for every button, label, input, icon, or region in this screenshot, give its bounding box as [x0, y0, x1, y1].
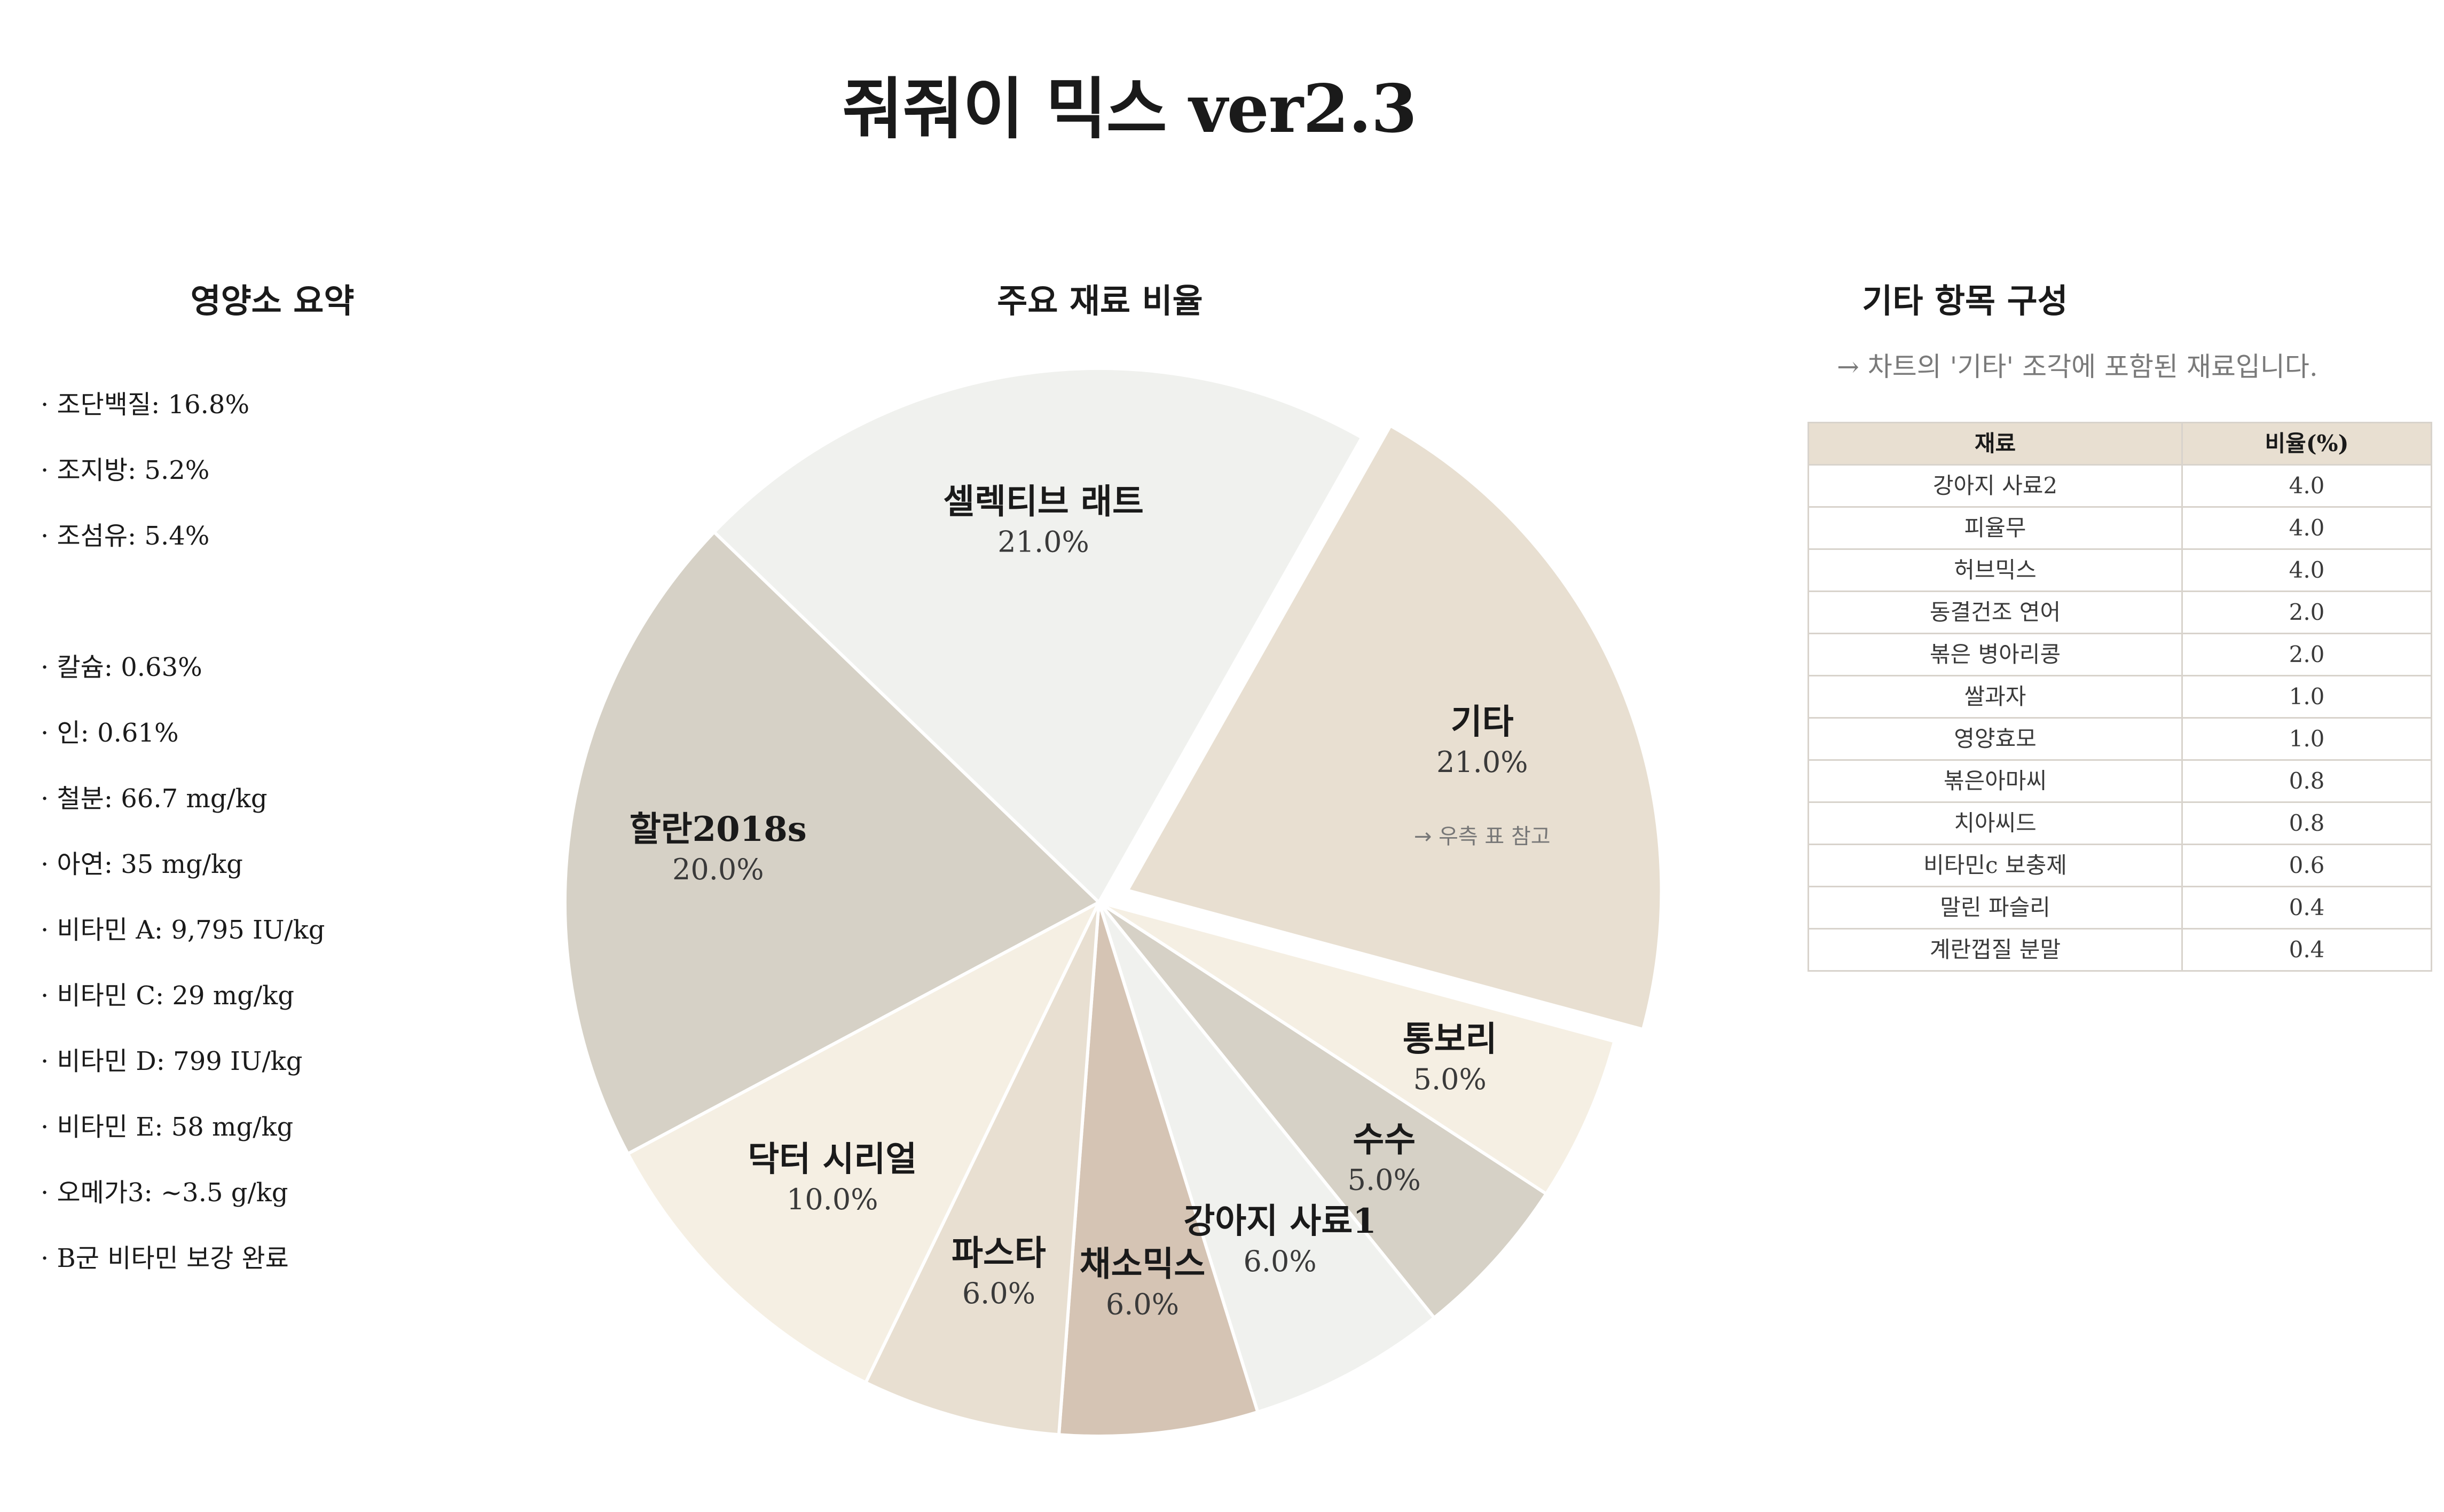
ratio-cell: 4.0 — [2181, 506, 2432, 550]
nutrient-item: · B군 비타민 보강 완료 — [41, 1243, 289, 1273]
nutrient-item: · 비타민 E: 58 mg/kg — [41, 1112, 294, 1142]
ratio-cell: 0.4 — [2181, 886, 2432, 930]
nutrition-summary-title: 영양소 요약 — [190, 281, 355, 320]
table-row: 말린 파슬리 0.4 — [1808, 886, 2432, 930]
table-row: 영양효모 1.0 — [1808, 717, 2432, 761]
nutrient-item: · 조지방: 5.2% — [41, 455, 210, 485]
pie-slice — [625, 899, 1103, 1385]
header-ingredient: 재료 — [1808, 422, 2183, 466]
ratio-cell: 2.0 — [2181, 590, 2432, 634]
pie-slice — [1097, 901, 1549, 1320]
chart-title: 주요 재료 비율 — [997, 281, 1203, 320]
slice-label: 수수 — [1353, 1120, 1416, 1160]
slice-percent-label: 21.0% — [1436, 745, 1528, 779]
table-row: 동결건조 연어 2.0 — [1808, 590, 2432, 634]
table-row: 볶은 병아리콩 2.0 — [1808, 633, 2432, 676]
ingredient-cell: 볶은 병아리콩 — [1808, 633, 2183, 676]
slice-percent-label: 10.0% — [787, 1183, 878, 1216]
ratio-cell: 1.0 — [2181, 675, 2432, 719]
ingredient-cell: 영양효모 — [1808, 717, 2183, 761]
slice-label: 할란2018s — [630, 809, 807, 849]
ratio-cell: 1.0 — [2181, 717, 2432, 761]
slice-label: 강아지 사료1 — [1184, 1201, 1377, 1241]
nutrient-item: · 인: 0.61% — [41, 718, 179, 748]
table-row: 치아씨드 0.8 — [1808, 801, 2432, 845]
slice-label: 통보리 — [1403, 1019, 1497, 1059]
table-row: 볶은아마씨 0.8 — [1808, 759, 2432, 803]
ratio-cell: 4.0 — [2181, 548, 2432, 592]
ratio-cell: 4.0 — [2181, 464, 2432, 508]
nutrient-item: · 조섬유: 5.4% — [41, 521, 210, 551]
table-row: 비타민c 보충제 0.6 — [1808, 844, 2432, 887]
slice-percent-label: 21.0% — [997, 525, 1089, 559]
ratio-cell: 0.8 — [2181, 759, 2432, 803]
ingredient-cell: 비타민c 보충제 — [1808, 844, 2183, 887]
other-items-table: 재료 비율(%) 강아지 사료2 4.0 피율무 4.0 허브믹스 4.0 동결건조 … — [1808, 422, 2432, 972]
pie-slice — [712, 367, 1364, 905]
slice-label: 기타 — [1451, 702, 1514, 742]
ratio-cell: 0.4 — [2181, 928, 2432, 972]
ingredient-cell: 동결건조 연어 — [1808, 590, 2183, 634]
nutrient-item: · 오메가3: ~3.5 g/kg — [41, 1178, 288, 1208]
nutrient-item: · 조단백질: 16.8% — [41, 390, 250, 420]
slice-percent-label: 5.0% — [1413, 1062, 1487, 1096]
ingredient-cell: 허브믹스 — [1808, 548, 2183, 592]
ingredient-cell: 쌀과자 — [1808, 675, 2183, 719]
pie-slice — [1057, 902, 1260, 1438]
other-items-note: → 차트의 '기타' 조각에 포함된 재료입니다. — [1837, 351, 2318, 382]
slice-label: 채소믹스 — [1080, 1244, 1206, 1284]
table-row: 피율무 4.0 — [1808, 506, 2432, 550]
nutrient-item: · 비타민 C: 29 mg/kg — [41, 981, 294, 1011]
slice-label: 닥터 시리얼 — [748, 1139, 917, 1179]
slice-percent-label: 20.0% — [672, 853, 764, 886]
ingredient-cell: 볶은아마씨 — [1808, 759, 2183, 803]
ratio-cell: 0.8 — [2181, 801, 2432, 845]
slice-percent-label: 6.0% — [1106, 1287, 1179, 1321]
slice-percent-label: 6.0% — [1244, 1245, 1317, 1278]
slice-label: 셀렉티브 래트 — [943, 482, 1144, 522]
ingredient-cell: 피율무 — [1808, 506, 2183, 550]
ingredient-cell: 말린 파슬리 — [1808, 886, 2183, 930]
nutrient-item: · 비타민 D: 799 IU/kg — [41, 1046, 303, 1076]
slice-percent-label: 5.0% — [1348, 1163, 1421, 1197]
ingredient-cell: 강아지 사료2 — [1808, 464, 2183, 508]
ratio-cell: 0.6 — [2181, 844, 2432, 887]
pie-slice — [563, 530, 1102, 1156]
ingredient-cell: 계란껍질 분말 — [1808, 928, 2183, 972]
pie-slice — [863, 901, 1101, 1437]
table-row: 허브믹스 4.0 — [1808, 548, 2432, 592]
nutrient-item: · 비타민 A: 9,795 IU/kg — [41, 915, 325, 945]
header-ratio: 비율(%) — [2181, 422, 2432, 466]
table-row: 계란껍질 분말 0.4 — [1808, 928, 2432, 972]
pie-slice — [1098, 901, 1617, 1196]
table-row: 강아지 사료2 4.0 — [1808, 464, 2432, 508]
nutrient-item: · 철분: 66.7 mg/kg — [41, 784, 268, 814]
slice-percent-label: 6.0% — [962, 1277, 1035, 1310]
table-header-row: 재료 비율(%) — [1808, 422, 2432, 466]
nutrient-item: · 칼슘: 0.63% — [41, 652, 202, 682]
table-row: 쌀과자 1.0 — [1808, 675, 2432, 719]
pie-slice — [1097, 901, 1437, 1414]
page-title: 줘줘이 믹스 ver2.3 — [842, 70, 1417, 148]
slice-label: 파스타 — [952, 1233, 1046, 1273]
ingredient-cell: 치아씨드 — [1808, 801, 2183, 845]
pie-slice — [1125, 423, 1663, 1031]
nutrient-item: · 아연: 35 mg/kg — [41, 849, 243, 879]
slice-note: → 우측 표 참고 — [1414, 824, 1551, 849]
other-items-title: 기타 항목 구성 — [1862, 281, 2068, 320]
ratio-cell: 2.0 — [2181, 633, 2432, 676]
